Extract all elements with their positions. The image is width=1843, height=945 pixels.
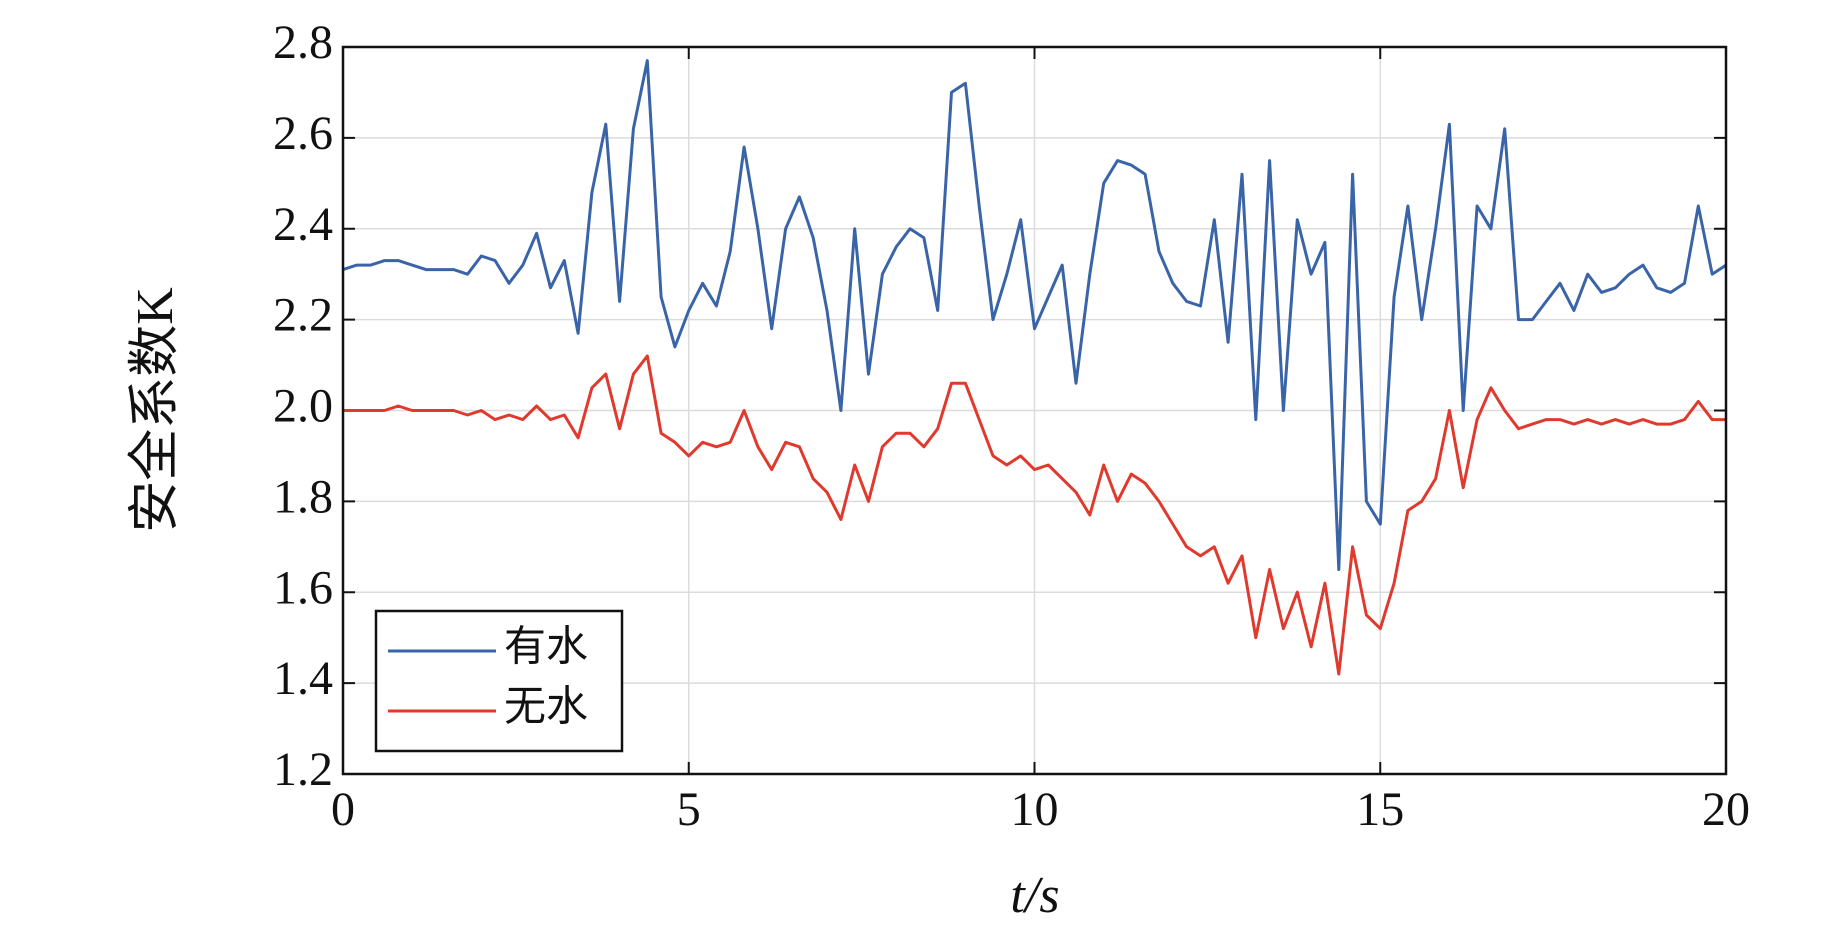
data-line	[343, 354, 1726, 676]
y-tick-label: 1.2	[273, 743, 333, 796]
plot-frame	[341, 45, 1728, 776]
y-axis-label: 安全系数K	[127, 287, 184, 533]
x-axis-label: t/s	[1010, 867, 1059, 924]
x-tick-label: 0	[331, 783, 355, 836]
x-tick-label: 20	[1702, 783, 1750, 836]
x-tick-label: 15	[1356, 783, 1404, 836]
data-line	[342, 59, 1727, 571]
y-tick-label: 2.6	[273, 107, 333, 160]
y-tick-label: 2.0	[273, 380, 333, 433]
legend-label: 有水	[504, 625, 588, 671]
y-tick-label: 1.6	[273, 561, 333, 614]
y-tick-label: 2.8	[273, 16, 333, 69]
x-tick-label: 10	[1011, 783, 1059, 836]
y-tick-label: 2.4	[273, 198, 333, 251]
legend-box	[374, 609, 624, 753]
y-tick-label: 2.2	[273, 289, 333, 342]
x-tick-label: 5	[677, 783, 701, 836]
y-tick-label: 1.8	[273, 470, 333, 523]
legend-label: 无水	[504, 685, 588, 731]
y-tick-label: 1.4	[273, 652, 333, 705]
